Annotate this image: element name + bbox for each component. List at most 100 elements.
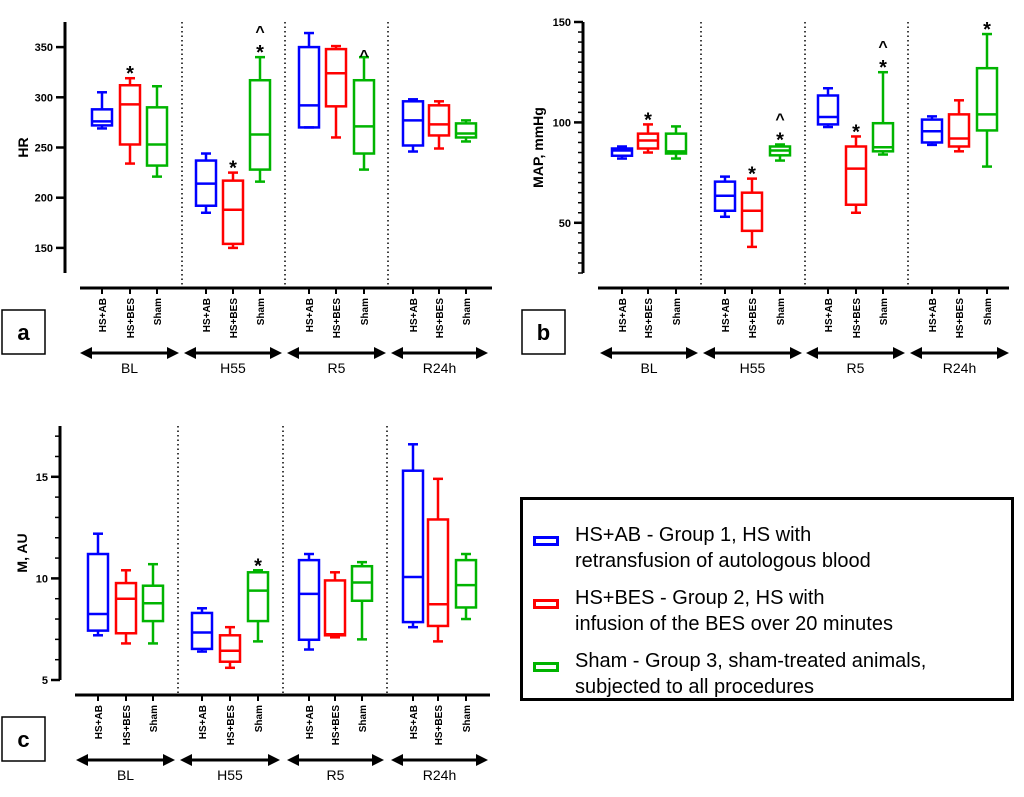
legend-item-sham: Sham - Group 3, sham-treated animals, sub… [533, 648, 1005, 700]
y-axis-label: MAP, mmHg [530, 107, 546, 188]
group-label: BL [117, 767, 134, 783]
x-category-label: HS+BES [331, 705, 342, 746]
arrow-right-icon [686, 347, 698, 359]
arrow-left-icon [80, 347, 92, 359]
y-axis-label: M, AU [14, 533, 30, 572]
arrow-left-icon [180, 754, 192, 766]
legend-line1: HS+AB - Group 1, HS with [575, 524, 812, 546]
box-sham [248, 78, 272, 171]
box-hs-ab [297, 45, 321, 129]
x-category-label: HS+AB [202, 298, 213, 332]
box-hs-ab [190, 611, 214, 651]
legend-line2: retransfusion of autologous blood [575, 550, 871, 572]
box-hs-ab [816, 94, 840, 126]
significance-caret: ^ [255, 24, 264, 41]
arrow-right-icon [268, 754, 280, 766]
arrow-left-icon [806, 347, 818, 359]
y-tick-label: 150 [35, 243, 53, 255]
box-hs-ab [610, 147, 634, 157]
box-sham [454, 558, 478, 609]
box-sham [975, 66, 999, 132]
x-category-label: HS+AB [409, 298, 420, 332]
y-tick-label: 150 [553, 17, 571, 29]
x-category-label: HS+AB [409, 705, 420, 739]
significance-caret: ^ [775, 111, 784, 128]
x-category-label: Sham [879, 298, 890, 325]
arrow-right-icon [476, 754, 488, 766]
x-category-label: Sham [462, 298, 473, 325]
box-hs-bes [118, 84, 142, 146]
x-category-label: Sham [776, 298, 787, 325]
arrow-left-icon [76, 754, 88, 766]
x-category-label: HS+BES [748, 298, 759, 339]
arrow-right-icon [163, 754, 175, 766]
y-axis-label: HR [15, 137, 31, 157]
y-tick-label: 300 [35, 92, 53, 104]
group-label: R5 [327, 767, 345, 783]
x-category-label: Sham [358, 705, 369, 732]
y-tick-label: 5 [42, 675, 48, 687]
y-tick-label: 50 [559, 218, 571, 230]
box-hs-bes [114, 581, 138, 635]
significance-asterisk: * [852, 121, 860, 143]
box-hs-bes [323, 579, 347, 637]
arrow-right-icon [372, 754, 384, 766]
significance-asterisk: * [748, 164, 756, 186]
x-category-label: HS+AB [94, 705, 105, 739]
x-category-label: HS+AB [305, 298, 316, 332]
significance-asterisk: * [229, 158, 237, 180]
arrow-left-icon [184, 347, 196, 359]
significance-asterisk: * [126, 63, 134, 85]
panel-label-box [1, 309, 46, 355]
box-hs-bes [324, 47, 348, 108]
box-hs-ab [401, 100, 425, 147]
box-hs-ab [86, 552, 110, 632]
x-category-label: Sham [149, 705, 160, 732]
group-label: R24h [423, 360, 456, 376]
x-category-label: HS+AB [928, 298, 939, 332]
legend-line1: HS+BES - Group 2, HS with [575, 587, 825, 609]
arrow-right-icon [476, 347, 488, 359]
x-category-label: HS+BES [644, 298, 655, 339]
box-hs-bes [221, 179, 245, 246]
arrow-right-icon [167, 347, 179, 359]
y-tick-label: 100 [553, 117, 571, 129]
significance-asterisk: * [256, 42, 264, 64]
box-sham [664, 132, 688, 155]
x-category-label: Sham [360, 298, 371, 325]
arrow-left-icon [391, 347, 403, 359]
x-category-label: HS+BES [126, 298, 137, 339]
x-category-label: Sham [254, 705, 265, 732]
x-category-label: HS+BES [122, 705, 133, 746]
legend-line2: subjected to all procedures [575, 676, 815, 698]
significance-asterisk: * [776, 129, 784, 151]
box-hs-bes [844, 145, 868, 206]
group-label: R5 [847, 360, 865, 376]
x-category-label: HS+BES [852, 298, 863, 339]
arrow-left-icon [287, 754, 299, 766]
x-category-label: HS+BES [226, 705, 237, 746]
x-category-label: HS+AB [98, 298, 109, 332]
legend-line2: infusion of the BES over 20 minutes [575, 613, 893, 635]
arrow-right-icon [374, 347, 386, 359]
x-category-label: Sham [153, 298, 164, 325]
box-sham [246, 571, 270, 623]
arrow-left-icon [703, 347, 715, 359]
x-category-label: HS+AB [305, 705, 316, 739]
x-category-label: HS+BES [434, 705, 445, 746]
arrow-left-icon [391, 754, 403, 766]
x-category-label: HS+BES [955, 298, 966, 339]
significance-caret: ^ [359, 48, 368, 65]
arrow-right-icon [790, 347, 802, 359]
box-sham [352, 78, 376, 155]
legend-line1: Sham - Group 3, sham-treated animals, [575, 650, 927, 672]
arrow-right-icon [997, 347, 1009, 359]
box-sham [454, 122, 478, 139]
box-sham [145, 106, 169, 167]
legend-swatch-green-icon [533, 662, 559, 672]
x-category-label: HS+BES [332, 298, 343, 339]
x-category-label: Sham [462, 705, 473, 732]
group-label: R24h [943, 360, 976, 376]
x-category-label: HS+BES [229, 298, 240, 339]
